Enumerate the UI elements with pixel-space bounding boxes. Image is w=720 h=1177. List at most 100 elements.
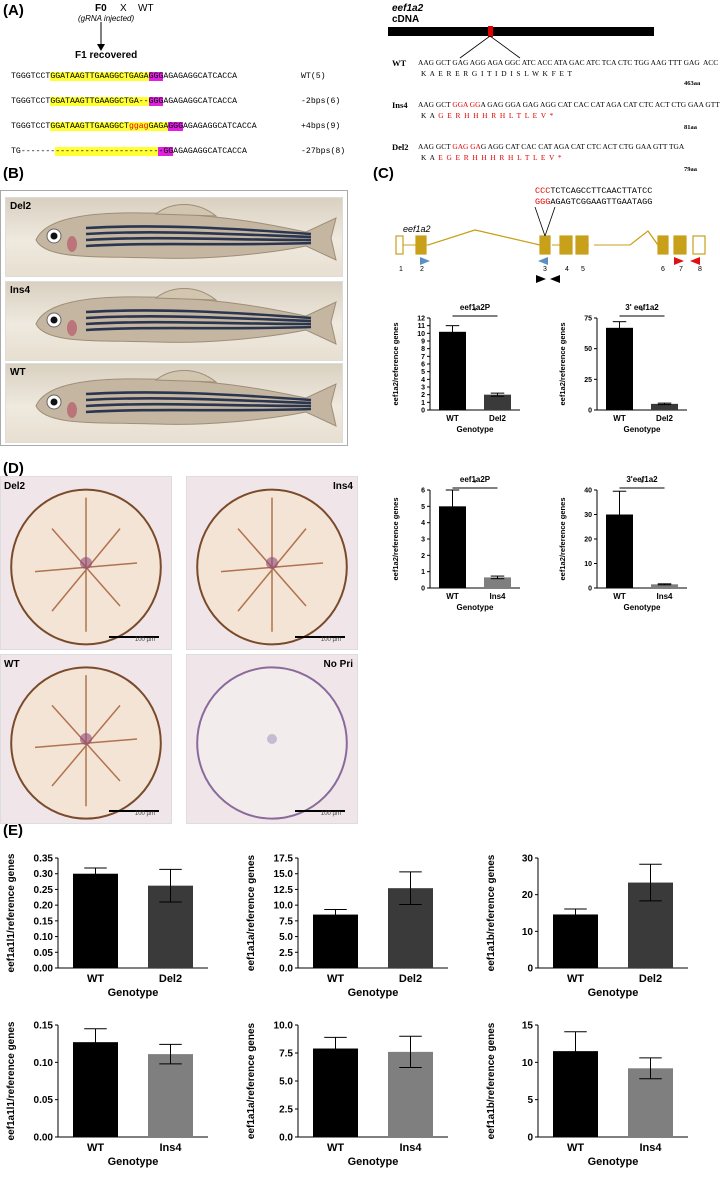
significance-star: * <box>640 306 644 316</box>
bar-ins4 <box>484 577 511 588</box>
x-axis-label: Genotype <box>108 1156 159 1168</box>
y-tick-label: 11 <box>418 323 426 330</box>
gene-model-label: eef1a2 <box>403 224 431 234</box>
mutant-codons: GGA GG <box>452 100 481 109</box>
y-tick-label: 0.00 <box>34 964 54 975</box>
x-tick-label: WT <box>327 973 344 985</box>
sequence-segment: GGG <box>148 97 164 106</box>
fish-drawing <box>35 204 337 261</box>
exon-number: 1 <box>399 266 403 273</box>
codons: A GAG GGA GAG AGG CAT CAC CAT AGA CAT CT… <box>480 100 720 109</box>
exon-number: 7 <box>679 266 683 273</box>
fish-stripe <box>85 320 312 326</box>
fish-stripe <box>85 309 312 320</box>
fish-photo-panel: Del2 Ins4 WT <box>0 190 348 446</box>
primer1-pam: CCC <box>535 186 551 196</box>
x-tick-label: Del2 <box>159 973 182 985</box>
significance-star: * <box>473 478 477 488</box>
allele-label: +4bps(9) <box>301 122 341 131</box>
central-canal <box>266 557 278 569</box>
sequence-row: TGGGTCCTGGATAAGTTGAAGGCTggagGAGAGGGAGAGA… <box>11 114 340 139</box>
bar-chart-3: eef1a2P 0 1 2 3 4 5 6 eef1a2/reference genes WT In… <box>391 475 520 612</box>
y-tick-label: 30 <box>522 854 534 865</box>
bar-del2 <box>651 403 678 410</box>
sequence-alignment: TGGGTCCTGGATAAGTTGAAGGCTGAGAGGGAGAGAGGCA… <box>11 64 345 164</box>
x-tick-label: WT <box>446 592 459 601</box>
y-tick-label: 25 <box>584 377 592 384</box>
y-tick-label: 6 <box>421 361 425 368</box>
bar-chart-1: eef1a2P0123456789101112eef1a2/reference … <box>391 303 520 434</box>
histology-no-pri: No Pri 100 µm <box>186 654 358 824</box>
scale-bar-label: 100 µm <box>134 811 155 817</box>
exon-4 <box>559 235 573 255</box>
y-tick-label: 1 <box>421 569 425 576</box>
codon-line: AAG GCT GAG AGG AGA GGC ATC ACC ATA GAC … <box>418 58 720 67</box>
y-tick-label: 2.5 <box>279 948 293 959</box>
histology-label: WT <box>4 659 20 670</box>
dorsal-fin <box>154 288 218 301</box>
y-tick-label: 3 <box>421 384 425 391</box>
down-arrow-icon <box>97 22 105 51</box>
x-axis-label: Genotype <box>588 987 639 999</box>
bar-wt <box>313 914 358 968</box>
histology-ins4: Ins4 100 µm <box>186 476 358 650</box>
y-tick-label: 17.5 <box>274 854 294 865</box>
x-tick-label: Ins4 <box>656 592 673 601</box>
primer-arrow-blue-icon <box>538 257 548 265</box>
y-tick-label: 0 <box>421 407 425 414</box>
fish-body <box>35 296 337 345</box>
amino-acid-line: K A E G E R H H H R H L T L E V * <box>421 153 562 162</box>
sequence-segment: GGATAAGTTGAAGGCT <box>50 122 129 131</box>
y-axis-label: eef1a2/reference genes <box>558 323 567 406</box>
y-tick-label: 0.25 <box>34 885 54 896</box>
y-tick-label: 15.0 <box>274 869 294 880</box>
exon-number: 5 <box>581 266 585 273</box>
amino-acids: K A <box>421 153 439 162</box>
y-tick-label: 2.5 <box>279 1105 293 1116</box>
amino-acid-line: K A E R E R G I T I D I S L W K F E T <box>421 69 572 78</box>
y-axis-label: eef1a1a/reference genes <box>246 1022 257 1139</box>
chart-title: eef1a2P <box>460 303 491 312</box>
chart-title: 3'eef1a2 <box>626 475 658 484</box>
primer1-seq: TCTCAGCCTTCAACTTATCC <box>550 186 653 196</box>
sequence-row: TGGGTCCTGGATAAGTTGAAGGCTGAGAGGGAGAGAGGCA… <box>11 64 326 89</box>
fish-body <box>35 378 337 427</box>
y-axis-label: eef1a2/reference genes <box>391 323 400 406</box>
y-tick-label: 0.0 <box>279 1133 293 1144</box>
y-tick-label: 10 <box>584 561 592 568</box>
sequence-segment: ggag <box>128 122 149 131</box>
bar-chart-7: 0 10 20 30 eef1a1b/reference genes WT Del2Geno… <box>486 854 688 999</box>
y-tick-label: 20 <box>522 890 534 901</box>
panel-label-a: (A) <box>3 2 24 19</box>
wt-parent-label: WT <box>138 3 154 14</box>
cdna-bar <box>388 27 654 36</box>
fish-stripe <box>85 315 312 323</box>
sequence-segment: GAGA <box>148 122 169 131</box>
codons: AAG GCT GAG AGG AGA GGC ATC ACC ATA GAC … <box>418 58 720 67</box>
primer-arrow-red-icon <box>690 257 700 265</box>
bar-chart-5: 0.00 0.05 0.10 0.15 0.20 0.25 0.30 0.35 eef1a1l1… <box>6 853 208 999</box>
y-tick-label: 0.15 <box>34 916 54 927</box>
fish-pupil <box>50 398 58 406</box>
bar-wt <box>606 327 633 410</box>
bar-wt <box>73 873 118 968</box>
y-tick-label: 0.30 <box>34 869 54 880</box>
bar-wt <box>439 331 466 410</box>
y-tick-label: 0.15 <box>34 1021 54 1032</box>
exon-1 <box>395 235 404 255</box>
primer-sequences: CCCTCTCAGCCTTCAACTTATCC GGGAGAGTCGGAAGTT… <box>535 186 652 208</box>
bar-chart-6: 0.0 2.5 5.0 7.5 10.0 12.5 15.0 17.5 eef1a1a/refe… <box>246 854 448 999</box>
fish-drawing <box>35 370 337 427</box>
y-axis-label: eef1a1l1/reference genes <box>6 853 17 972</box>
sequence-segment: TG------- <box>11 147 56 156</box>
y-axis-label: eef1a1l1/reference genes <box>6 1021 17 1140</box>
x-tick-label: Del2 <box>489 414 506 423</box>
scale-bar-label: 100 µm <box>320 811 341 817</box>
gill <box>67 236 77 252</box>
y-tick-label: 0.10 <box>34 932 54 943</box>
x-axis-label: Genotype <box>348 1156 399 1168</box>
exon-number: 3 <box>543 266 547 273</box>
fish-photo-del2: Del2 <box>5 197 343 277</box>
mutant-codons: GAG GA <box>452 142 481 151</box>
sequence-segment: AGAGAGGCATCACCA <box>163 72 238 81</box>
